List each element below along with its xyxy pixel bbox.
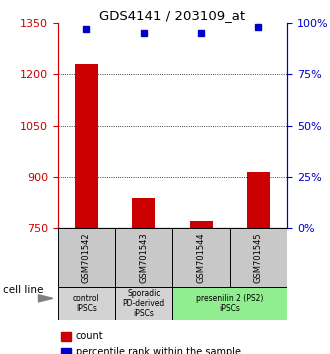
FancyBboxPatch shape [115,228,173,287]
Text: GSM701544: GSM701544 [197,232,206,283]
FancyBboxPatch shape [173,287,287,320]
Text: cell line: cell line [3,285,44,295]
Bar [75,64,98,228]
Text: GSM701545: GSM701545 [254,232,263,283]
Text: count: count [76,331,104,341]
FancyBboxPatch shape [173,228,230,287]
Text: percentile rank within the sample: percentile rank within the sample [76,347,241,354]
FancyBboxPatch shape [58,228,115,287]
Bar [190,222,213,228]
FancyBboxPatch shape [115,287,173,320]
Text: GSM701543: GSM701543 [139,232,148,283]
Text: GSM701542: GSM701542 [82,232,91,283]
Text: control
IPSCs: control IPSCs [73,294,100,313]
FancyBboxPatch shape [58,287,115,320]
FancyBboxPatch shape [230,228,287,287]
Text: presenilin 2 (PS2)
iPSCs: presenilin 2 (PS2) iPSCs [196,294,263,313]
Text: Sporadic
PD-derived
iPSCs: Sporadic PD-derived iPSCs [123,289,165,319]
Title: GDS4141 / 203109_at: GDS4141 / 203109_at [99,9,246,22]
Bar [247,172,270,228]
Polygon shape [39,295,53,302]
Bar [132,198,155,228]
